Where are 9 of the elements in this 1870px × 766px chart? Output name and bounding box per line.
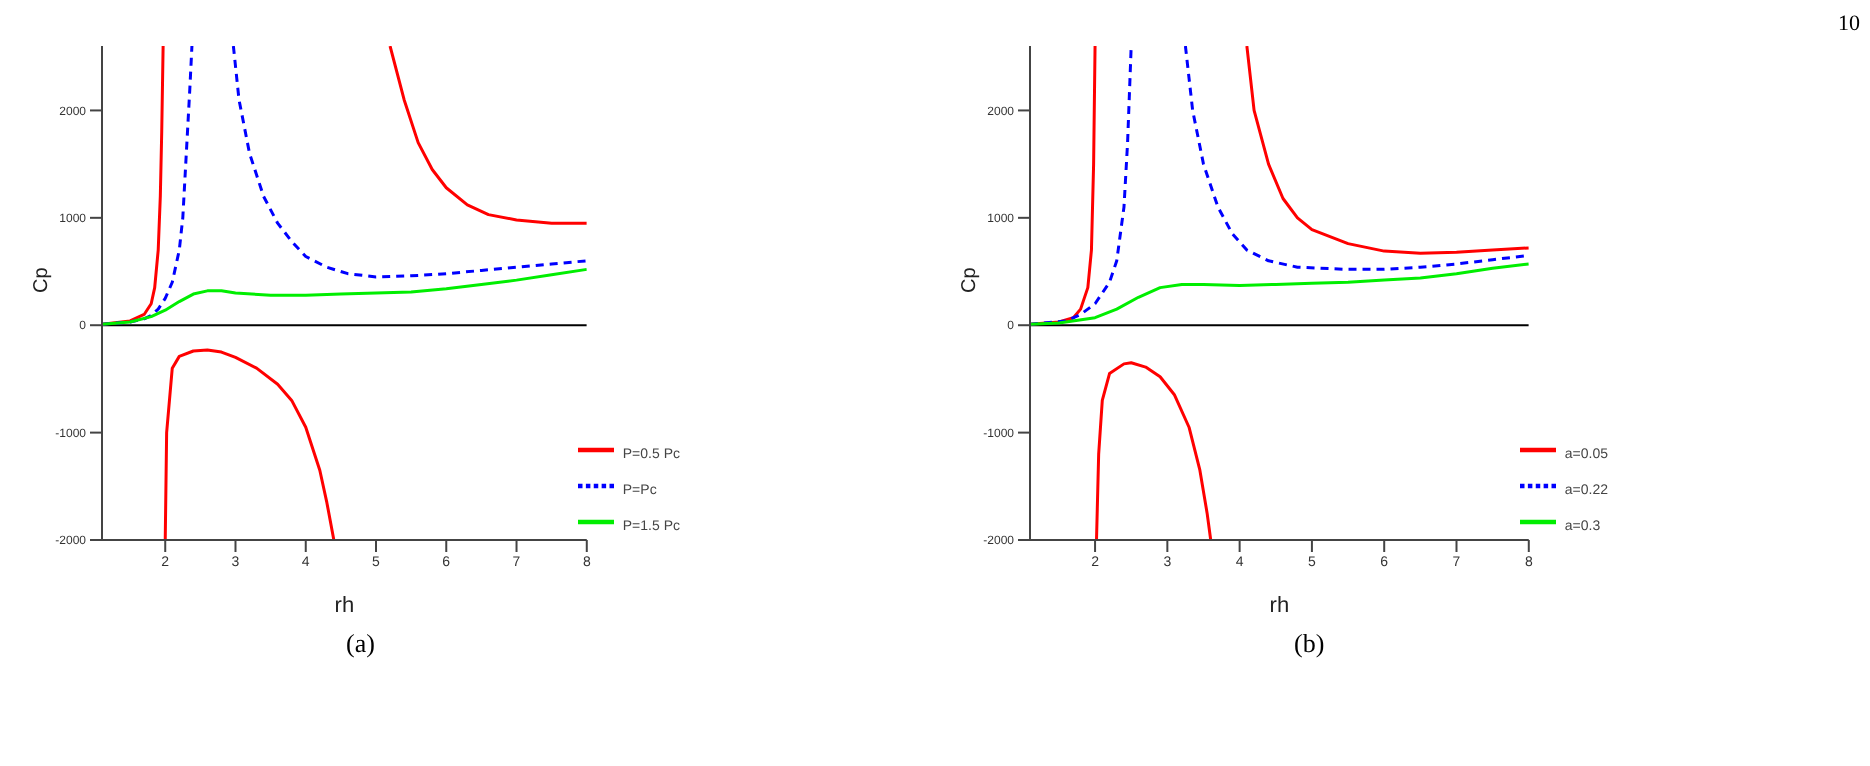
- x-axis-title: rh: [1269, 594, 1290, 618]
- line-series: [1030, 262, 1529, 326]
- text: (b): [1294, 628, 1325, 660]
- y-axis-title: Cp: [959, 266, 982, 293]
- text: (a): [346, 628, 375, 660]
- x-axis-title: rh: [334, 594, 355, 618]
- text: 10: [1838, 12, 1860, 36]
- y-axis-title: Cp: [31, 266, 54, 293]
- line-series: [102, 267, 587, 326]
